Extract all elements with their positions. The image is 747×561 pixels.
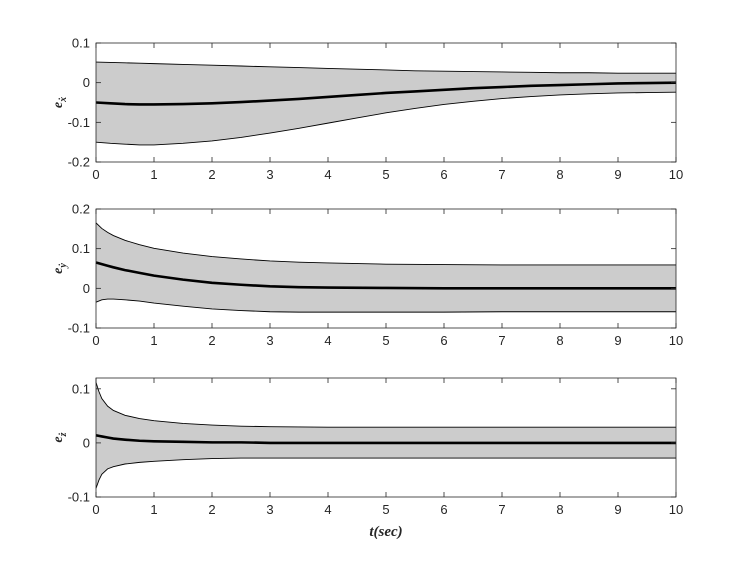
x-tick-label: 9 [614, 333, 621, 348]
x-tick-label: 9 [614, 502, 621, 517]
lower-bound-line [95, 298, 676, 313]
x-tick-label: 2 [208, 167, 215, 182]
x-tick-label: 5 [382, 333, 389, 348]
y-tick-label: 0 [83, 435, 90, 450]
x-tick-label: 8 [556, 167, 563, 182]
subplot-e-zdot: 0 1 2 3 4 5 6 7 8 9 10-0.100.1eż [51, 377, 683, 517]
x-tick-label: 7 [498, 502, 505, 517]
x-tick-label: 1 [150, 333, 157, 348]
y-tick-label: 0.1 [72, 36, 90, 51]
x-tick-label: 7 [498, 333, 505, 348]
y-axis-label: eẏ [51, 263, 69, 274]
y-tick-label: 0 [83, 281, 90, 296]
x-tick-label: 3 [266, 167, 273, 182]
y-tick-label: -0.1 [68, 490, 90, 505]
x-tick-label: 0 [92, 502, 99, 517]
x-tick-label: 0 [92, 167, 99, 182]
y-tick-label: -0.2 [68, 155, 90, 170]
x-tick-label: 10 [669, 167, 683, 182]
lower-bound-line [95, 457, 676, 489]
x-tick-label: 2 [208, 502, 215, 517]
x-tick-label: 1 [150, 502, 157, 517]
lower-bound-line [95, 91, 677, 146]
subplot-e-xdot: 0 1 2 3 4 5 6 7 8 9 10 -0.2 -0.1 0 0.1 eẋ [51, 36, 683, 183]
x-tick-label: 3 [266, 333, 273, 348]
x-tick-label: 10 [669, 502, 683, 517]
x-tick-label: 4 [324, 167, 331, 182]
y-axis-label: eẋ [51, 97, 69, 108]
x-tick-label: 1 [150, 167, 157, 182]
x-tick-label: 0 [92, 333, 99, 348]
x-tick-label: 6 [440, 167, 447, 182]
upper-bound-line [95, 382, 676, 428]
x-tick-label: 8 [556, 502, 563, 517]
mean-error-line [95, 81, 677, 106]
x-tick-label: 6 [440, 502, 447, 517]
mean-error-line [95, 261, 676, 290]
y-axis-label: eż [51, 432, 69, 442]
y-tick-label: -0.1 [68, 115, 90, 130]
uncertainty-band [96, 62, 676, 145]
x-tick-label: 8 [556, 333, 563, 348]
x-tick-label: 3 [266, 502, 273, 517]
x-tick-label: 5 [382, 167, 389, 182]
y-tick-label: -0.1 [68, 321, 90, 336]
y-tick-label: 0.2 [72, 202, 90, 217]
x-axis-label: t(sec) [369, 524, 402, 540]
x-tick-label: 6 [440, 333, 447, 348]
x-tick-label: 9 [614, 167, 621, 182]
x-tick-label: 5 [382, 502, 389, 517]
y-tick-label: 0 [83, 75, 90, 90]
x-tick-label: 4 [324, 333, 331, 348]
y-tick-label: 0.1 [72, 241, 90, 256]
x-tick-label: 4 [324, 502, 331, 517]
uncertainty-band [96, 382, 676, 489]
x-tick-label: 2 [208, 333, 215, 348]
x-tick-label: 10 [669, 333, 683, 348]
mean-error-line [95, 434, 676, 445]
upper-bound-line [95, 222, 676, 266]
uncertainty-band [96, 222, 676, 313]
y-tick-label: 0.1 [72, 381, 90, 396]
x-tick-label: 7 [498, 167, 505, 182]
subplot-e-ydot: 0 1 2 3 4 5 6 7 8 9 10-0.100.10.2eẏ [51, 202, 683, 349]
upper-bound-line [95, 61, 676, 74]
